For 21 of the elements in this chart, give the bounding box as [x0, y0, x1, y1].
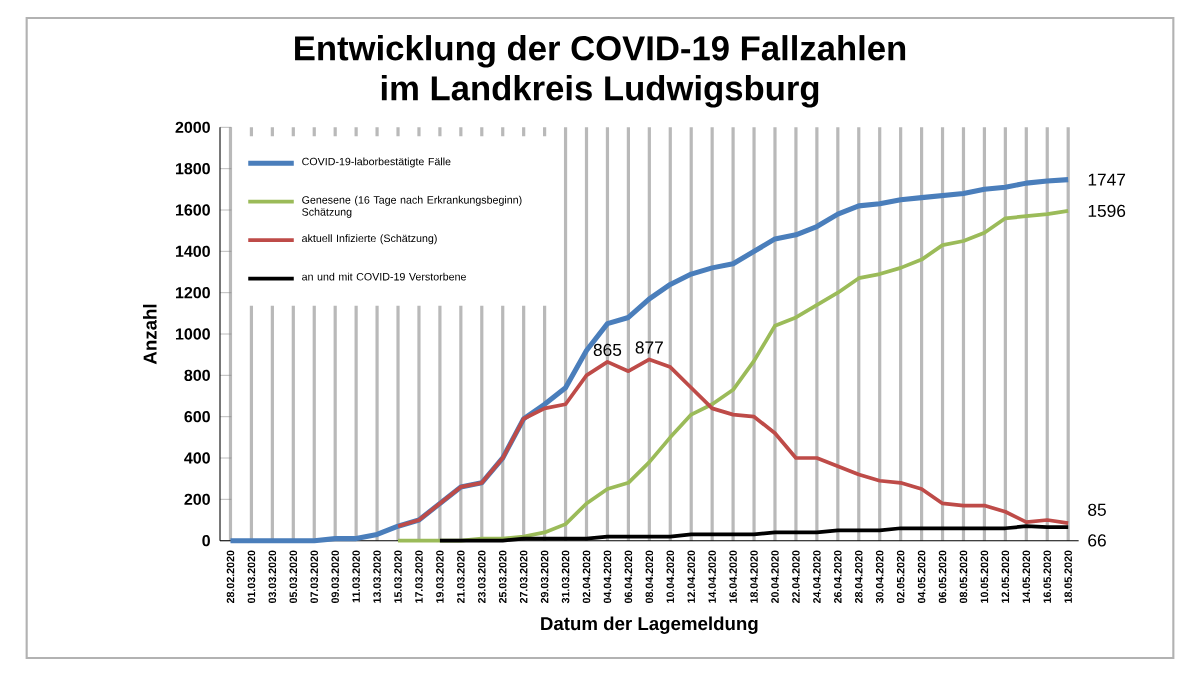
y-tick-label: 1400	[176, 245, 210, 258]
y-tick-label: 600	[184, 411, 210, 423]
data-label: 1596	[1088, 204, 1126, 217]
data-label: 85	[1088, 503, 1106, 516]
y-tick-label: 1200	[176, 287, 210, 299]
data-label: 877	[635, 341, 663, 354]
y-tick-label: 800	[184, 369, 210, 382]
y-tick-label: 1800	[176, 163, 210, 175]
y-tick-label: 2000	[175, 121, 210, 134]
data-label: 1747	[1088, 173, 1126, 186]
y-axis-title: Anzahl	[142, 304, 157, 365]
data-label: 66	[1088, 534, 1106, 547]
y-tick-label: 1000	[176, 328, 210, 340]
chart-title: Entwicklung der COVID-19 Fallzahlen im Landkreis Ludwigsburg	[295, 35, 906, 108]
y-tick-label: 0	[202, 535, 210, 547]
data-label: 865	[593, 343, 622, 357]
y-tick-label: 400	[184, 452, 210, 464]
y-tick-label: 1600	[176, 204, 210, 216]
y-tick-label: 200	[184, 493, 210, 506]
line-series	[396, 357, 1071, 529]
x-axis-title: Datum der Lagemeldung	[541, 616, 758, 634]
